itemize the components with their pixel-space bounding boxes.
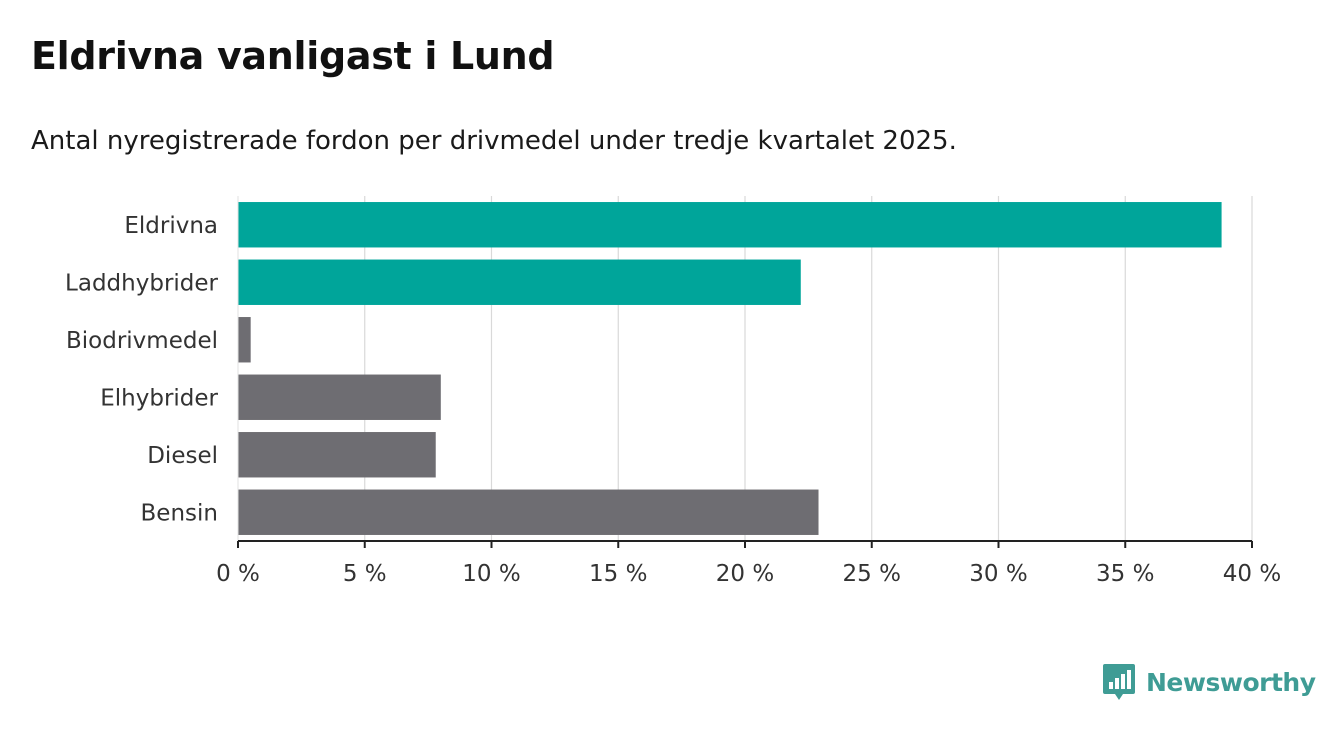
bar-bensin: [238, 489, 819, 535]
category-label: Diesel: [147, 443, 218, 469]
x-tick-label: 40 %: [1223, 561, 1281, 587]
category-label: Elhybrider: [100, 385, 218, 411]
category-label: Laddhybrider: [65, 270, 218, 296]
x-tick-label: 5 %: [343, 561, 387, 587]
bar-diesel: [238, 432, 436, 478]
bar-eldrivna: [238, 202, 1222, 248]
x-tick-label: 10 %: [462, 561, 520, 587]
x-tick-label: 35 %: [1096, 561, 1154, 587]
bar-biodrivmedel: [238, 317, 251, 363]
bar-elhybrider: [238, 374, 441, 420]
newsworthy-logo-icon: [1103, 664, 1135, 700]
category-label: Biodrivmedel: [66, 328, 218, 354]
x-tick-label: 30 %: [969, 561, 1027, 587]
category-label: Bensin: [141, 500, 218, 526]
x-tick-label: 20 %: [716, 561, 774, 587]
x-tick-label: 0 %: [216, 561, 260, 587]
category-label: Eldrivna: [124, 213, 218, 239]
newsworthy-brand: Newsworthy: [1102, 660, 1316, 704]
chart-subtitle: Antal nyregistrerade fordon per drivmede…: [31, 126, 957, 156]
chart-title: Eldrivna vanligast i Lund: [31, 34, 555, 78]
bar-laddhybrider: [238, 259, 801, 305]
newsworthy-wordmark: Newsworthy: [1146, 667, 1316, 697]
x-tick-label: 25 %: [843, 561, 901, 587]
x-tick-label: 15 %: [589, 561, 647, 587]
